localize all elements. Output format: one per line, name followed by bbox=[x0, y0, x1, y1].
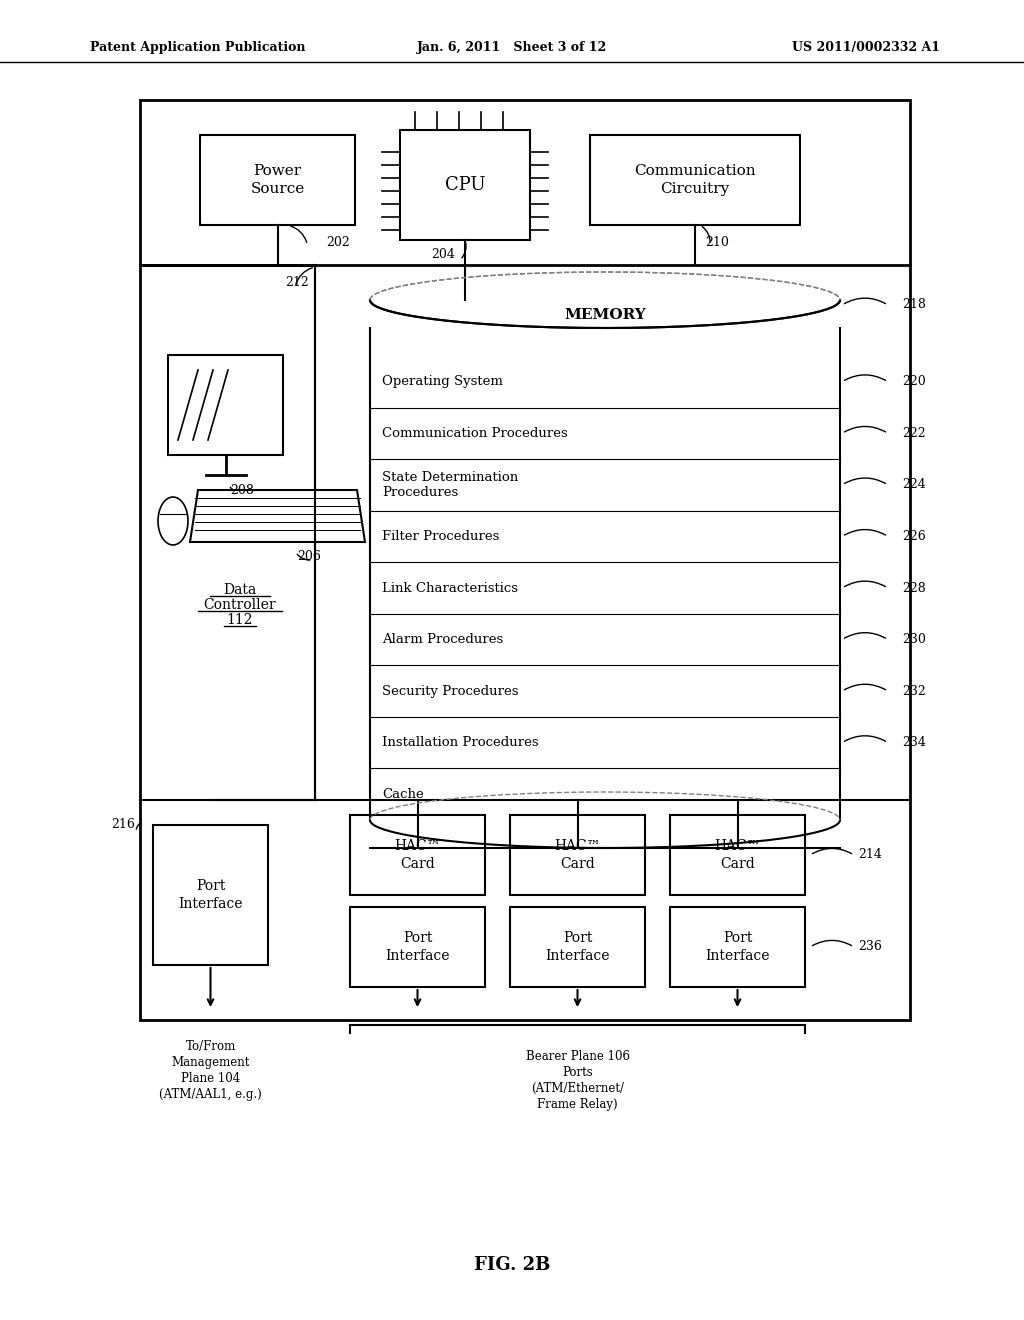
Text: 230: 230 bbox=[902, 634, 926, 645]
Text: 112: 112 bbox=[226, 612, 253, 627]
Text: Power
Source: Power Source bbox=[251, 165, 304, 195]
Bar bbox=[590, 135, 800, 224]
Text: 228: 228 bbox=[902, 582, 926, 594]
Text: Data: Data bbox=[223, 583, 257, 597]
Text: Controller: Controller bbox=[204, 598, 276, 612]
Bar bbox=[153, 825, 268, 965]
Bar bbox=[140, 100, 910, 1020]
Bar bbox=[670, 814, 805, 895]
Text: Installation Procedures: Installation Procedures bbox=[382, 737, 539, 750]
Text: HAC™
Card: HAC™ Card bbox=[554, 840, 601, 871]
Text: Filter Procedures: Filter Procedures bbox=[382, 529, 500, 543]
Text: MEMORY: MEMORY bbox=[564, 308, 646, 322]
Text: HAC™
Card: HAC™ Card bbox=[715, 840, 761, 871]
Text: Port
Interface: Port Interface bbox=[706, 932, 770, 962]
Polygon shape bbox=[190, 490, 365, 543]
Text: 216: 216 bbox=[112, 818, 135, 832]
Text: 234: 234 bbox=[902, 737, 926, 750]
Text: 224: 224 bbox=[902, 478, 926, 491]
Text: Operating System: Operating System bbox=[382, 375, 503, 388]
Bar bbox=[400, 129, 530, 240]
Bar bbox=[200, 135, 355, 224]
Text: 236: 236 bbox=[858, 940, 882, 953]
Text: Link Characteristics: Link Characteristics bbox=[382, 582, 518, 594]
Bar bbox=[168, 355, 283, 455]
Text: 226: 226 bbox=[902, 529, 926, 543]
Ellipse shape bbox=[158, 498, 188, 545]
Text: 214: 214 bbox=[858, 849, 882, 862]
Text: 218: 218 bbox=[902, 298, 926, 312]
Text: HAC™
Card: HAC™ Card bbox=[394, 840, 440, 871]
Bar bbox=[350, 907, 485, 987]
Bar bbox=[510, 907, 645, 987]
Text: 208: 208 bbox=[230, 483, 254, 496]
Text: Communication
Circuitry: Communication Circuitry bbox=[634, 165, 756, 195]
Bar bbox=[350, 814, 485, 895]
Text: Bearer Plane 106
Ports
(ATM/Ethernet/
Frame Relay): Bearer Plane 106 Ports (ATM/Ethernet/ Fr… bbox=[525, 1049, 630, 1111]
Text: Cache: Cache bbox=[382, 788, 424, 801]
Text: Security Procedures: Security Procedures bbox=[382, 685, 518, 697]
Text: 212: 212 bbox=[285, 276, 309, 289]
Text: 206: 206 bbox=[298, 550, 322, 564]
Text: Communication Procedures: Communication Procedures bbox=[382, 426, 567, 440]
Text: Port
Interface: Port Interface bbox=[178, 879, 243, 911]
Text: 210: 210 bbox=[705, 236, 729, 249]
Text: State Determination
Procedures: State Determination Procedures bbox=[382, 471, 518, 499]
Text: 232: 232 bbox=[902, 685, 926, 697]
Bar bbox=[670, 907, 805, 987]
Text: CPU: CPU bbox=[444, 176, 485, 194]
Text: 202: 202 bbox=[327, 236, 350, 249]
Text: 222: 222 bbox=[902, 426, 926, 440]
Text: 220: 220 bbox=[902, 375, 926, 388]
Bar bbox=[510, 814, 645, 895]
Text: FIG. 2B: FIG. 2B bbox=[474, 1257, 550, 1274]
Text: Patent Application Publication: Patent Application Publication bbox=[90, 41, 305, 54]
Text: To/From
Management
Plane 104
(ATM/AAL1, e.g.): To/From Management Plane 104 (ATM/AAL1, … bbox=[159, 1040, 262, 1101]
Text: US 2011/0002332 A1: US 2011/0002332 A1 bbox=[792, 41, 940, 54]
Text: Port
Interface: Port Interface bbox=[545, 932, 609, 962]
Text: Alarm Procedures: Alarm Procedures bbox=[382, 634, 503, 645]
Text: Port
Interface: Port Interface bbox=[385, 932, 450, 962]
Text: Jan. 6, 2011   Sheet 3 of 12: Jan. 6, 2011 Sheet 3 of 12 bbox=[417, 41, 607, 54]
Text: 204: 204 bbox=[431, 248, 455, 261]
Ellipse shape bbox=[370, 272, 840, 327]
